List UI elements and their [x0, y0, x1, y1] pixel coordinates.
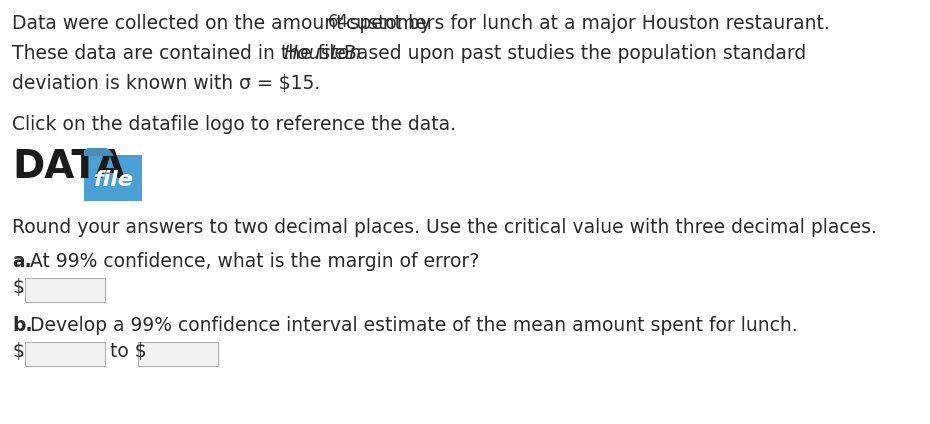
Text: 64: 64 — [328, 13, 349, 31]
Text: customers for lunch at a major Houston restaurant.: customers for lunch at a major Houston r… — [340, 14, 830, 33]
Text: Round your answers to two decimal places. Use the critical value with three deci: Round your answers to two decimal places… — [12, 218, 877, 237]
Text: $: $ — [12, 342, 24, 361]
Text: to $: to $ — [110, 342, 147, 361]
Text: DATA: DATA — [12, 148, 126, 186]
FancyBboxPatch shape — [25, 278, 105, 302]
Text: Houston: Houston — [284, 44, 362, 63]
FancyBboxPatch shape — [84, 155, 142, 201]
Text: Data were collected on the amount spent by: Data were collected on the amount spent … — [12, 14, 437, 33]
Text: . Based upon past studies the population standard: . Based upon past studies the population… — [332, 44, 805, 63]
FancyBboxPatch shape — [139, 342, 219, 366]
Text: $: $ — [12, 278, 24, 297]
Text: a.: a. — [12, 252, 32, 271]
Text: Click on the datafile logo to reference the data.: Click on the datafile logo to reference … — [12, 115, 456, 134]
Text: Develop a 99% confidence interval estimate of the mean amount spent for lunch.: Develop a 99% confidence interval estima… — [24, 316, 798, 335]
Text: deviation is known with σ = $15.: deviation is known with σ = $15. — [12, 74, 320, 93]
Text: b.: b. — [12, 316, 33, 335]
Text: These data are contained in the file: These data are contained in the file — [12, 44, 352, 63]
Polygon shape — [84, 148, 114, 156]
Text: file: file — [94, 170, 134, 190]
Text: At 99% confidence, what is the margin of error?: At 99% confidence, what is the margin of… — [24, 252, 480, 271]
FancyBboxPatch shape — [25, 342, 105, 366]
